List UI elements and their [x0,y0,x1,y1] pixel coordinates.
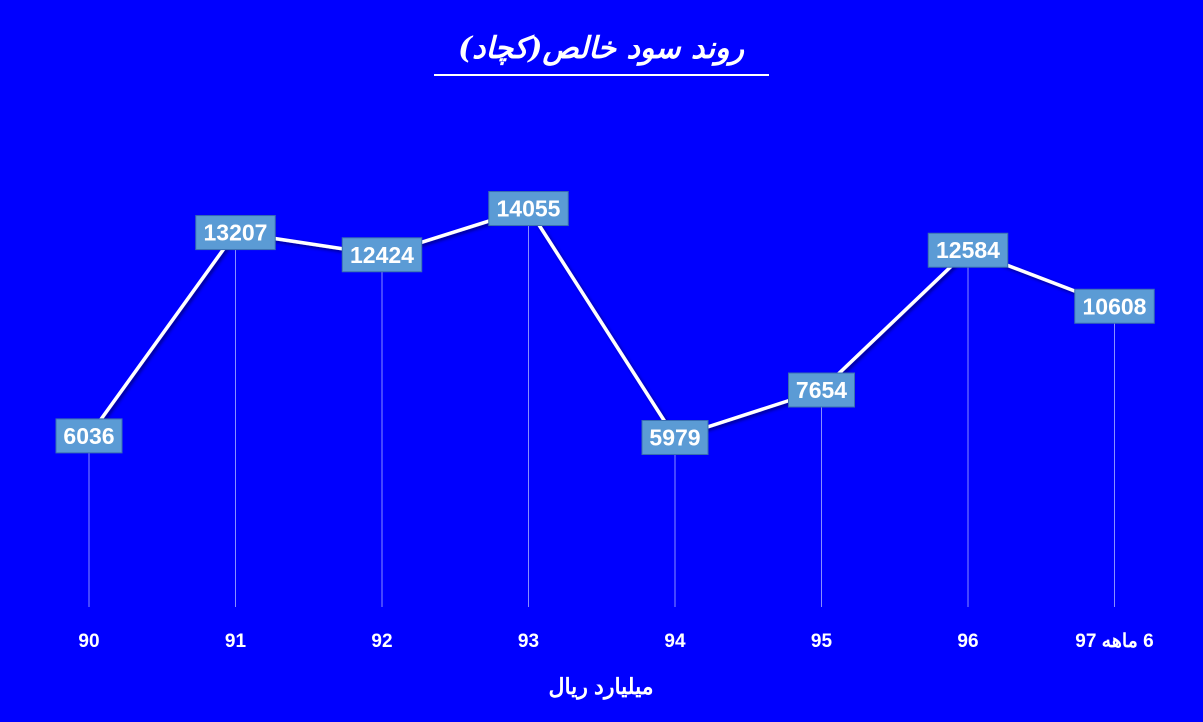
x-tick-label: 6 ماهه 97 [1075,631,1153,652]
data-label-box [195,215,276,251]
x-axis-title: میلیارد ریال [548,674,653,700]
data-label-value: 7654 [796,377,847,403]
data-label-value: 12584 [936,237,1000,263]
data-label: 12424 [341,237,423,273]
data-label-value: 10608 [1083,293,1147,319]
data-label-value: 6036 [63,423,114,449]
x-tick-label: 91 [225,631,247,652]
data-label-box [788,372,855,408]
data-label-box [927,232,1009,268]
data-label: 5979 [641,419,709,455]
data-label-box [55,418,123,454]
data-label: 7654 [788,372,855,408]
data-label-box [1074,288,1155,324]
data-label-value: 5979 [649,424,700,450]
data-label-box [488,191,569,227]
data-label-value: 14055 [497,196,561,222]
data-label-box [341,237,423,273]
data-label-value: 12424 [350,242,414,268]
data-label: 12584 [927,232,1009,268]
x-tick-label: 93 [518,631,539,652]
x-tick-label: 90 [78,631,99,652]
x-tick-label: 96 [957,631,978,652]
data-label: 14055 [488,191,569,227]
data-label-value: 13207 [204,220,268,246]
data-label: 13207 [195,215,276,251]
chart-title: روند سود خالص(کچاد) [458,31,745,66]
data-label: 10608 [1074,288,1155,324]
x-tick-label: 94 [664,631,686,652]
x-tick-label: 92 [371,631,392,652]
x-tick-label: 95 [811,631,833,652]
data-label: 6036 [55,418,123,454]
data-label-box [641,419,709,455]
